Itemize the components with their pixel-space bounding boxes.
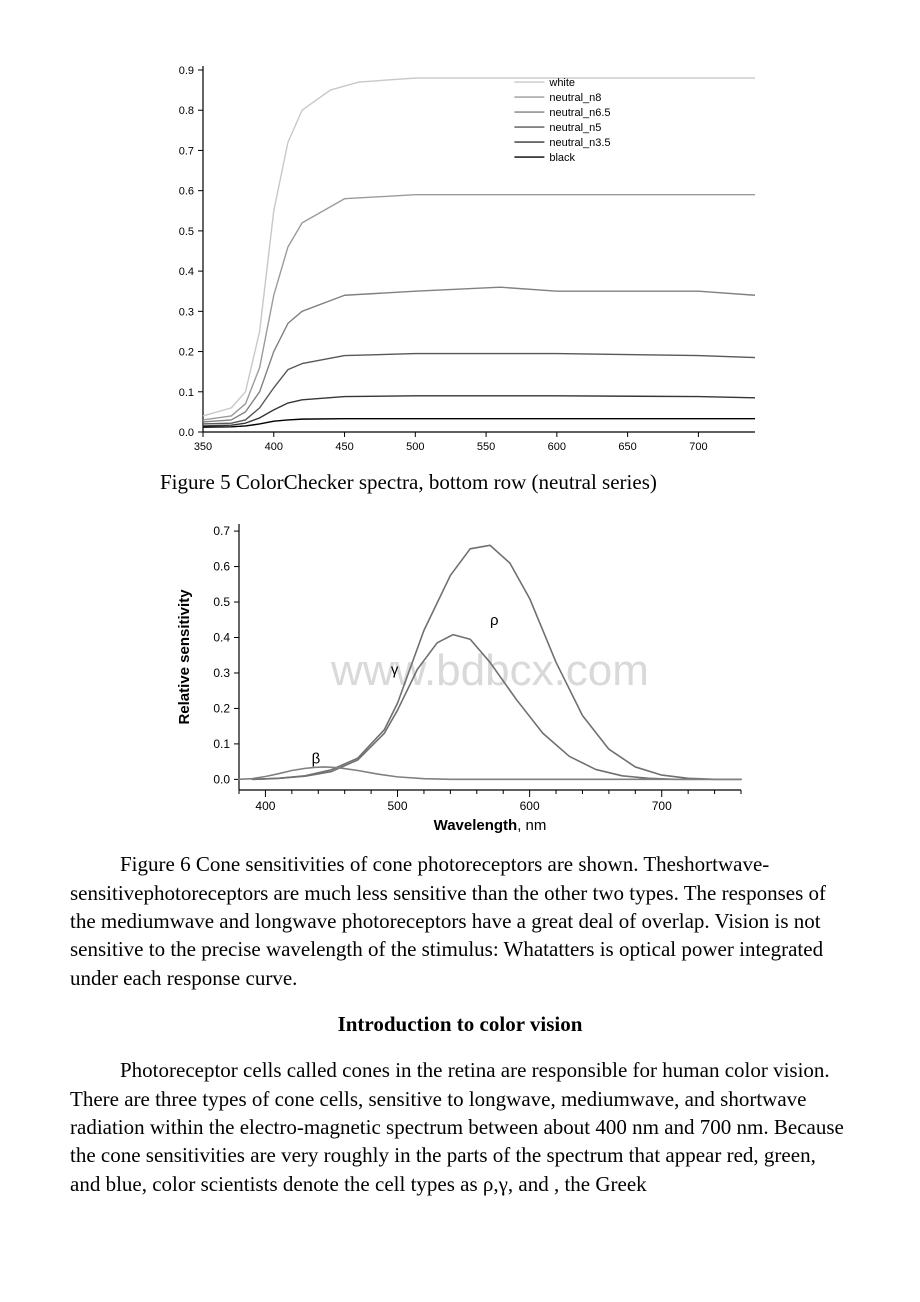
svg-text:500: 500 [406,441,424,453]
svg-text:0.0: 0.0 [213,773,230,787]
svg-text:0.3: 0.3 [213,666,230,680]
svg-text:600: 600 [520,799,540,813]
chart-cone-sensitivities: www.bdbcx.com 0.0 0.1 0.2 0.3 0.4 0.5 0.6 0.7 400… [165,510,755,840]
svg-text:white: white [548,77,575,89]
svg-text:650: 650 [618,441,636,453]
svg-text:700: 700 [652,799,672,813]
svg-text:0.7: 0.7 [179,145,194,157]
svg-text:0.5: 0.5 [179,226,194,238]
svg-text:0.4: 0.4 [213,631,230,645]
svg-text:0.6: 0.6 [213,560,230,574]
figure-6: www.bdbcx.com 0.0 0.1 0.2 0.3 0.4 0.5 0.6 0.7 400… [70,510,850,840]
svg-text:0.9: 0.9 [179,65,194,77]
svg-text:Relative sensitivity: Relative sensitivity [176,589,193,725]
svg-text:www.bdbcx.com: www.bdbcx.com [330,646,649,695]
svg-text:neutral_n5: neutral_n5 [549,122,601,134]
svg-text:350: 350 [194,441,212,453]
svg-text:700: 700 [689,441,707,453]
svg-text:550: 550 [477,441,495,453]
svg-text:0.7: 0.7 [213,524,230,538]
svg-text:neutral_n8: neutral_n8 [549,92,601,104]
svg-text:0.1: 0.1 [179,387,194,399]
svg-text:400: 400 [265,441,283,453]
svg-text:0.6: 0.6 [179,186,194,198]
svg-text:0.8: 0.8 [179,105,194,117]
body-paragraph: Photoreceptor cells called cones in the … [70,1056,850,1198]
svg-text:0.3: 0.3 [179,306,194,318]
svg-text:ρ: ρ [490,612,499,629]
svg-text:black: black [549,152,575,164]
svg-text:0.1: 0.1 [213,737,230,751]
svg-text:neutral_n6.5: neutral_n6.5 [549,107,610,119]
chart-colorchecker-spectra: 0.0 0.1 0.2 0.3 0.4 0.5 0.6 0.7 0.8 0.9 350 400 450 5… [150,60,770,460]
svg-text:0.5: 0.5 [213,595,230,609]
svg-text:Wavelength, nm: Wavelength, nm [434,817,547,834]
section-heading: Introduction to color vision [70,1010,850,1038]
figure-5-caption: Figure 5 ColorChecker spectra, bottom ro… [160,468,850,496]
svg-text:0.0: 0.0 [179,427,194,439]
svg-text:450: 450 [335,441,353,453]
svg-text:500: 500 [388,799,408,813]
svg-text:γ: γ [391,662,399,679]
svg-text:400: 400 [255,799,275,813]
svg-text:0.2: 0.2 [213,702,230,716]
svg-text:600: 600 [548,441,566,453]
svg-text:neutral_n3.5: neutral_n3.5 [549,137,610,149]
svg-text:0.2: 0.2 [179,347,194,359]
svg-text:0.4: 0.4 [179,266,194,278]
svg-text:β: β [312,751,321,768]
figure-6-caption: Figure 6 Cone sensitivities of cone phot… [70,850,850,992]
figure-5: 0.0 0.1 0.2 0.3 0.4 0.5 0.6 0.7 0.8 0.9 350 400 450 5… [70,60,850,460]
